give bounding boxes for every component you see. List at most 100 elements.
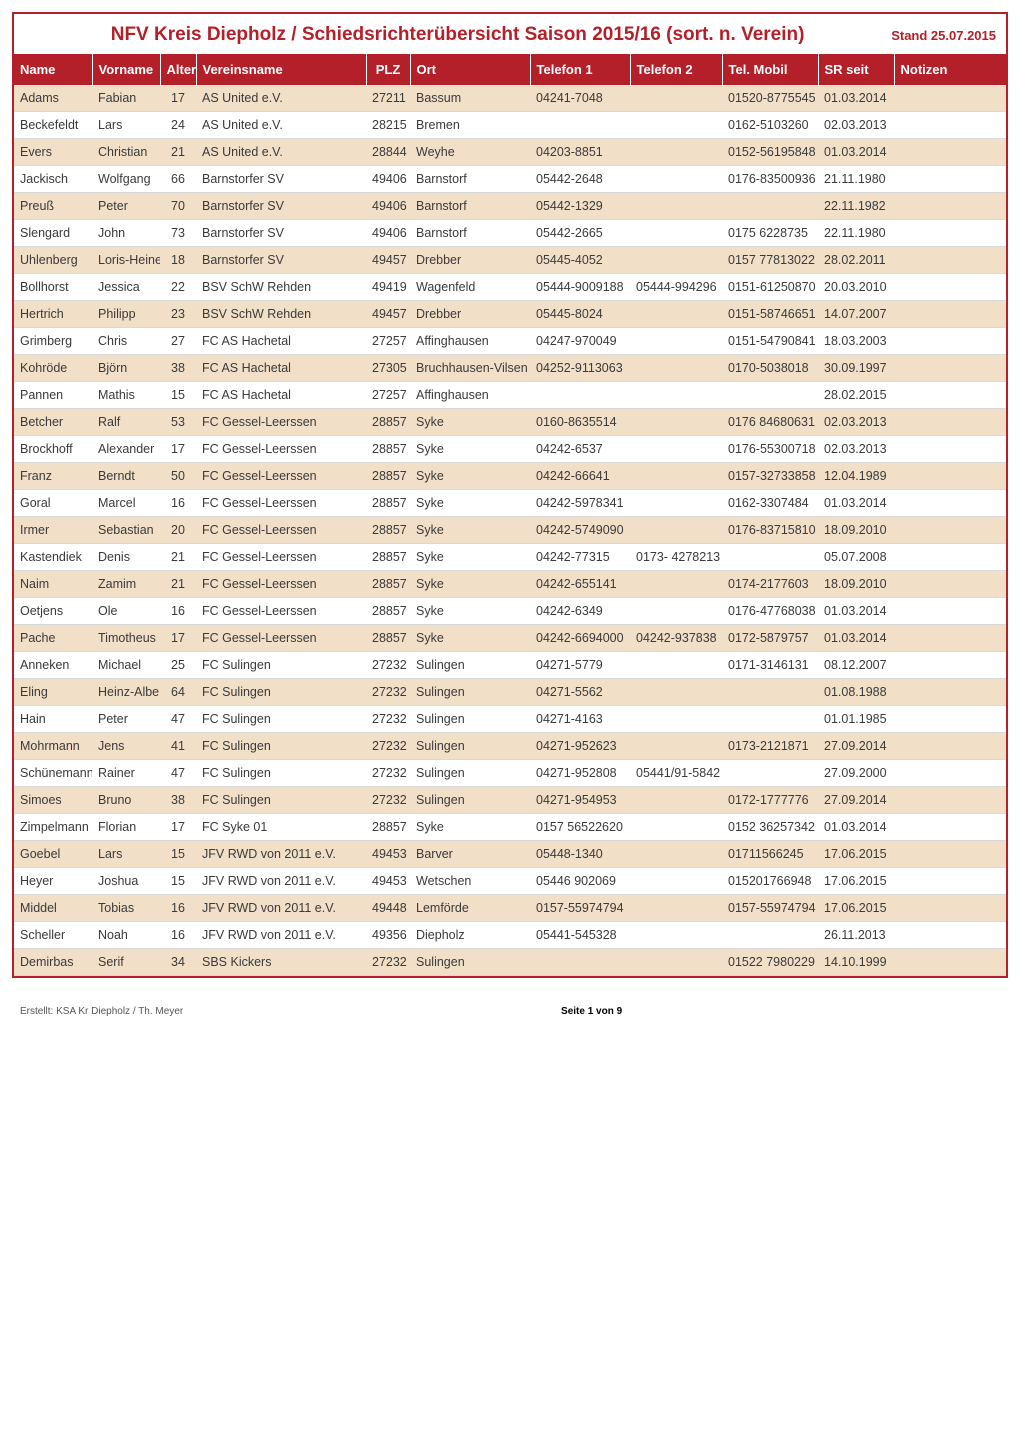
cell-verein: FC Gessel-Leerssen [196, 571, 366, 598]
cell-tel1: 04242-6537 [530, 436, 630, 463]
cell-sr: 27.09.2014 [818, 787, 894, 814]
cell-telm: 01711566245 [722, 841, 818, 868]
cell-alter: 17 [160, 814, 196, 841]
table-row: MiddelTobias16JFV RWD von 2011 e.V.49448… [14, 895, 1006, 922]
cell-verein: FC Syke 01 [196, 814, 366, 841]
cell-plz: 27305 [366, 355, 410, 382]
cell-sr: 18.03.2003 [818, 328, 894, 355]
cell-plz: 49406 [366, 166, 410, 193]
cell-tel2 [630, 841, 722, 868]
cell-tel1: 05445-8024 [530, 301, 630, 328]
col-header-alter: Alter [160, 54, 196, 85]
cell-telm: 0176 84680631 [722, 409, 818, 436]
col-header-vorname: Vorname [92, 54, 160, 85]
cell-ort: Bremen [410, 112, 530, 139]
cell-telm: 0157 77813022 [722, 247, 818, 274]
cell-name: Grimberg [14, 328, 92, 355]
cell-vorname: Heinz-Albe [92, 679, 160, 706]
table-row: SchünemannRainer47FC Sulingen27232Suling… [14, 760, 1006, 787]
cell-telm: 0175 6228735 [722, 220, 818, 247]
cell-verein: FC Sulingen [196, 679, 366, 706]
cell-tel2 [630, 814, 722, 841]
cell-sr: 18.09.2010 [818, 571, 894, 598]
cell-sr: 28.02.2011 [818, 247, 894, 274]
cell-ort: Wetschen [410, 868, 530, 895]
cell-tel2 [630, 436, 722, 463]
cell-telm: 0176-47768038 [722, 598, 818, 625]
table-row: PannenMathis15FC AS Hachetal27257Affingh… [14, 382, 1006, 409]
cell-tel2 [630, 949, 722, 976]
cell-plz: 27232 [366, 949, 410, 976]
cell-plz: 27232 [366, 787, 410, 814]
cell-name: Middel [14, 895, 92, 922]
cell-verein: JFV RWD von 2011 e.V. [196, 841, 366, 868]
cell-verein: FC Gessel-Leerssen [196, 598, 366, 625]
cell-vorname: Fabian [92, 85, 160, 112]
cell-telm [722, 382, 818, 409]
cell-tel1: 04203-8851 [530, 139, 630, 166]
footer-author: Erstellt: KSA Kr Diepholz / Th. Meyer [20, 1006, 183, 1017]
cell-vorname: Jens [92, 733, 160, 760]
cell-verein: AS United e.V. [196, 112, 366, 139]
cell-notiz [894, 166, 1006, 193]
cell-alter: 16 [160, 922, 196, 949]
cell-tel1: 04242-5749090 [530, 517, 630, 544]
cell-verein: FC AS Hachetal [196, 355, 366, 382]
cell-telm: 01522 7980229 [722, 949, 818, 976]
cell-vorname: Timotheus [92, 625, 160, 652]
cell-tel1: 04271-952623 [530, 733, 630, 760]
cell-verein: FC Gessel-Leerssen [196, 517, 366, 544]
cell-telm: 015201766948 [722, 868, 818, 895]
cell-telm [722, 679, 818, 706]
cell-name: Pache [14, 625, 92, 652]
cell-sr: 02.03.2013 [818, 409, 894, 436]
cell-sr: 01.03.2014 [818, 139, 894, 166]
cell-notiz [894, 841, 1006, 868]
cell-notiz [894, 922, 1006, 949]
cell-tel1: 04242-6694000 [530, 625, 630, 652]
cell-tel2 [630, 355, 722, 382]
cell-notiz [894, 328, 1006, 355]
table-row: PacheTimotheus17FC Gessel-Leerssen28857S… [14, 625, 1006, 652]
cell-plz: 28857 [366, 463, 410, 490]
cell-ort: Syke [410, 544, 530, 571]
cell-alter: 21 [160, 544, 196, 571]
cell-plz: 49457 [366, 247, 410, 274]
cell-tel2 [630, 382, 722, 409]
table-row: KohrödeBjörn38FC AS Hachetal27305Bruchha… [14, 355, 1006, 382]
cell-ort: Sulingen [410, 760, 530, 787]
cell-plz: 49406 [366, 193, 410, 220]
cell-notiz [894, 949, 1006, 976]
cell-tel2: 05441/91-5842 [630, 760, 722, 787]
cell-name: Uhlenberg [14, 247, 92, 274]
cell-telm: 0171-3146131 [722, 652, 818, 679]
cell-name: Hertrich [14, 301, 92, 328]
table-header-row: NameVornameAlterVereinsnamePLZOrtTelefon… [14, 54, 1006, 85]
cell-alter: 38 [160, 787, 196, 814]
cell-verein: Barnstorfer SV [196, 220, 366, 247]
cell-notiz [894, 112, 1006, 139]
cell-name: Anneken [14, 652, 92, 679]
cell-vorname: Loris-Heine [92, 247, 160, 274]
cell-tel1: 04271-954953 [530, 787, 630, 814]
cell-verein: FC Sulingen [196, 787, 366, 814]
cell-plz: 27211 [366, 85, 410, 112]
cell-tel1 [530, 382, 630, 409]
cell-plz: 27232 [366, 760, 410, 787]
cell-tel2 [630, 517, 722, 544]
cell-alter: 34 [160, 949, 196, 976]
page-title: NFV Kreis Diepholz / Schiedsrichterübers… [24, 24, 891, 46]
table-row: ZimpelmannFlorian17FC Syke 0128857Syke01… [14, 814, 1006, 841]
cell-sr: 30.09.1997 [818, 355, 894, 382]
cell-verein: FC AS Hachetal [196, 382, 366, 409]
cell-ort: Bassum [410, 85, 530, 112]
cell-verein: FC Gessel-Leerssen [196, 490, 366, 517]
page-footer: Erstellt: KSA Kr Diepholz / Th. Meyer Se… [12, 978, 1008, 1021]
cell-alter: 24 [160, 112, 196, 139]
cell-vorname: Jessica [92, 274, 160, 301]
cell-telm: 0172-5879757 [722, 625, 818, 652]
cell-ort: Syke [410, 436, 530, 463]
cell-plz: 27257 [366, 328, 410, 355]
cell-telm: 0152-56195848 [722, 139, 818, 166]
cell-verein: JFV RWD von 2011 e.V. [196, 895, 366, 922]
